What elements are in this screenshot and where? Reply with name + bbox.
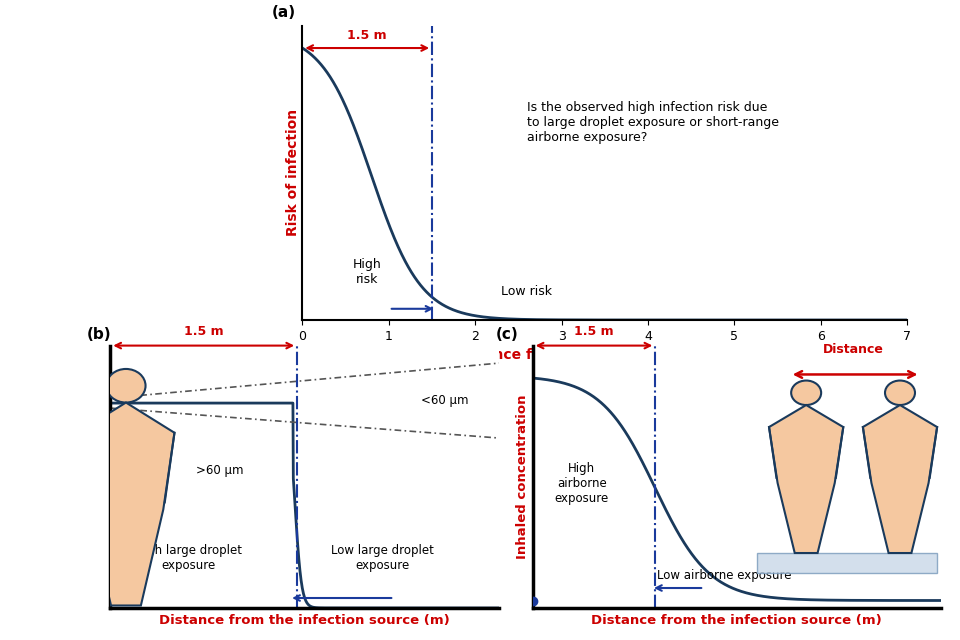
Text: High large droplet
exposure: High large droplet exposure bbox=[134, 544, 242, 572]
X-axis label: Distance from the infection source (m): Distance from the infection source (m) bbox=[159, 614, 450, 627]
Ellipse shape bbox=[791, 381, 821, 405]
Polygon shape bbox=[863, 405, 937, 553]
FancyBboxPatch shape bbox=[757, 553, 937, 573]
Text: High
airborne
exposure: High airborne exposure bbox=[555, 461, 609, 504]
Text: (c): (c) bbox=[496, 327, 518, 342]
X-axis label: Distance from the infection source (m): Distance from the infection source (m) bbox=[591, 614, 882, 627]
Text: Is the observed high infection risk due
to large droplet exposure or short-range: Is the observed high infection risk due … bbox=[527, 101, 780, 144]
Text: 1.5 m: 1.5 m bbox=[574, 325, 613, 338]
Text: (b): (b) bbox=[87, 327, 111, 342]
Text: 1.5 m: 1.5 m bbox=[184, 325, 224, 338]
X-axis label: Distance from the infection source (m): Distance from the infection source (m) bbox=[453, 348, 756, 362]
Text: >60 μm: >60 μm bbox=[196, 464, 243, 477]
Polygon shape bbox=[78, 403, 175, 605]
Text: 1.5 m: 1.5 m bbox=[348, 29, 387, 42]
Text: Low airborne exposure: Low airborne exposure bbox=[658, 569, 792, 582]
Text: <60 μm: <60 μm bbox=[421, 394, 468, 407]
Text: (a): (a) bbox=[273, 5, 297, 20]
Text: High
risk: High risk bbox=[353, 259, 381, 286]
Text: Distance: Distance bbox=[823, 343, 883, 356]
Y-axis label: Inhaled concentration: Inhaled concentration bbox=[516, 394, 529, 559]
Text: Low large droplet
exposure: Low large droplet exposure bbox=[331, 544, 434, 572]
Polygon shape bbox=[769, 405, 843, 553]
Text: Low risk: Low risk bbox=[501, 285, 552, 298]
Y-axis label: Risk of infection: Risk of infection bbox=[286, 109, 300, 236]
Ellipse shape bbox=[107, 369, 146, 403]
Ellipse shape bbox=[885, 381, 915, 405]
